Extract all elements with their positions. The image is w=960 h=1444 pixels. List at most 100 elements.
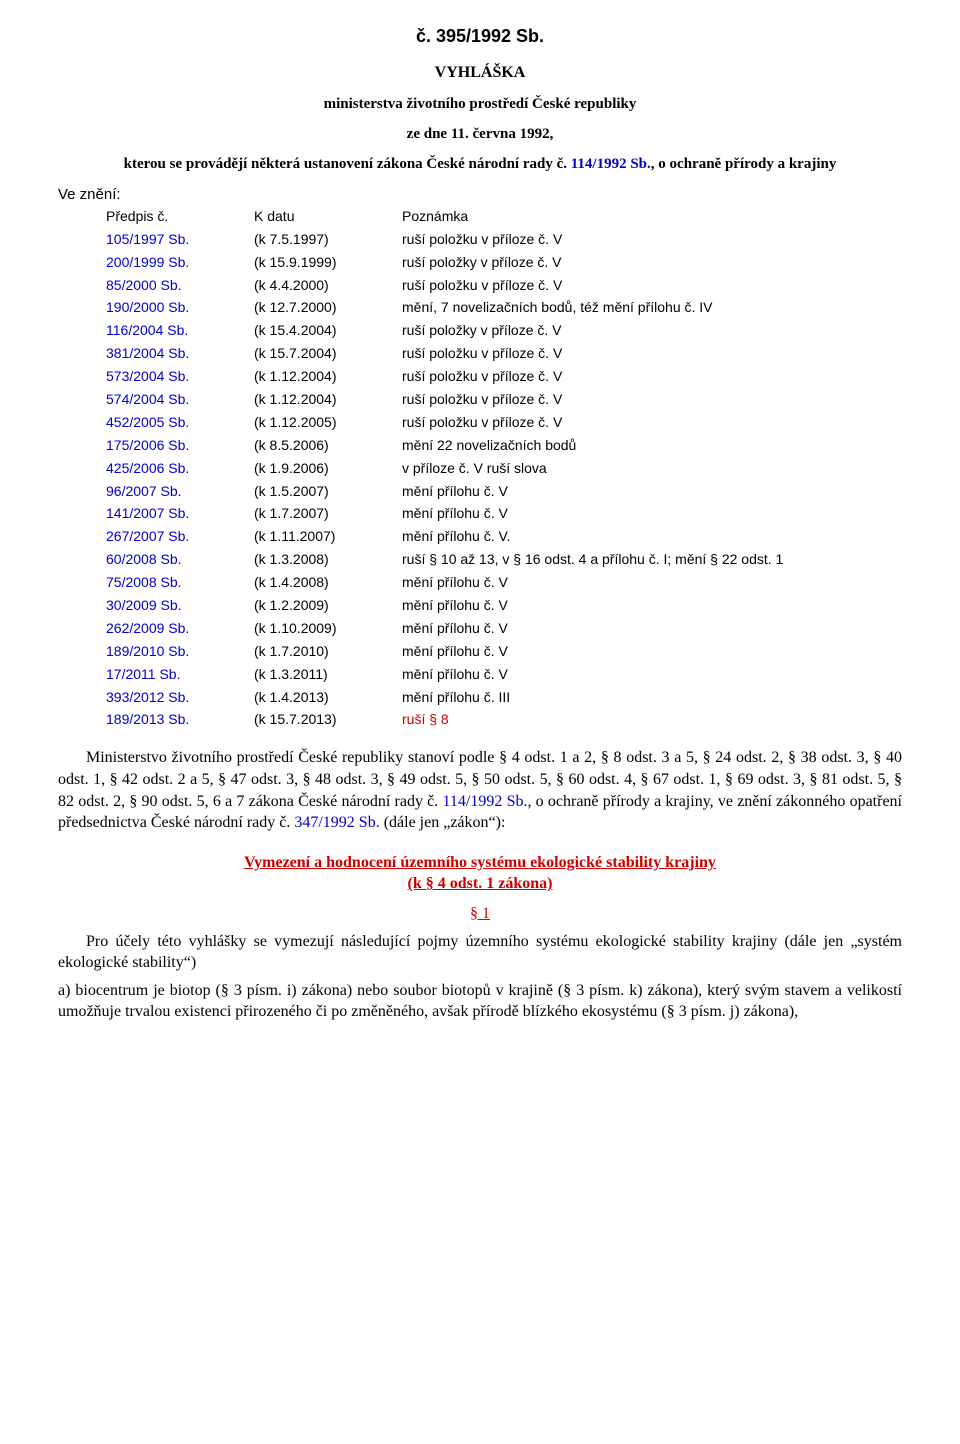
amend-note: mění přílohu č. V bbox=[402, 502, 886, 525]
amend-date: (k 15.7.2004) bbox=[254, 342, 402, 365]
amend-date: (k 1.12.2004) bbox=[254, 365, 402, 388]
table-row: 189/2013 Sb.(k 15.7.2013)ruší § 8 bbox=[106, 708, 886, 731]
document-subtitle: VYHLÁŠKA bbox=[58, 62, 902, 84]
amend-ref: 60/2008 Sb. bbox=[106, 548, 254, 571]
amend-ref-link[interactable]: 141/2007 Sb. bbox=[106, 505, 189, 521]
amend-date: (k 15.4.2004) bbox=[254, 319, 402, 342]
amend-note: ruší položku v příloze č. V bbox=[402, 274, 886, 297]
amend-ref-link[interactable]: 267/2007 Sb. bbox=[106, 528, 189, 544]
amend-ref-link[interactable]: 262/2009 Sb. bbox=[106, 620, 189, 636]
law-ref-link[interactable]: 114/1992 Sb. bbox=[571, 156, 651, 172]
amend-ref-link[interactable]: 574/2004 Sb. bbox=[106, 391, 189, 407]
amend-ref: 393/2012 Sb. bbox=[106, 686, 254, 709]
amendments-table: Předpis č. K datu Poznámka 105/1997 Sb. (… bbox=[106, 205, 886, 731]
amend-note: ruší položku v příloze č. V bbox=[402, 388, 886, 411]
amend-note: ruší položku v příloze č. V bbox=[402, 342, 886, 365]
amend-date: (k 1.5.2007) bbox=[254, 480, 402, 503]
table-row: 30/2009 Sb.(k 1.2.2009)mění přílohu č. V bbox=[106, 594, 886, 617]
purpose-line: kterou se provádějí některá ustanovení z… bbox=[58, 154, 902, 174]
amend-note: ruší položky v příloze č. V bbox=[402, 319, 886, 342]
amend-note: mění přílohu č. V. bbox=[402, 525, 886, 548]
amend-ref: 85/2000 Sb. bbox=[106, 274, 254, 297]
table-row: 381/2004 Sb. (k 15.7.2004)ruší položku v … bbox=[106, 342, 886, 365]
table-row: 452/2005 Sb.(k 1.12.2005)ruší položku v … bbox=[106, 411, 886, 434]
amend-ref-link[interactable]: 116/2004 Sb. bbox=[106, 322, 188, 338]
amend-ref-link[interactable]: 175/2006 Sb. bbox=[106, 437, 189, 453]
amend-date: (k 1.2.2009) bbox=[254, 594, 402, 617]
definition-a: a) biocentrum je biotop (§ 3 písm. i) zá… bbox=[58, 980, 902, 1023]
definitions-lead: Pro účely této vyhlášky se vymezují násl… bbox=[58, 931, 902, 974]
amend-ref: 452/2005 Sb. bbox=[106, 411, 254, 434]
amend-note: ruší položky v příloze č. V bbox=[402, 251, 886, 274]
amend-ref: 573/2004 Sb. bbox=[106, 365, 254, 388]
amend-date: (k 12.7.2000) bbox=[254, 296, 402, 319]
amend-date: (k 1.9.2006) bbox=[254, 457, 402, 480]
paragraph-number: § 1 bbox=[58, 903, 902, 925]
section-heading: Vymezení a hodnocení územního systému ek… bbox=[58, 852, 902, 895]
law-link-1[interactable]: 114/1992 Sb. bbox=[443, 793, 528, 810]
amend-ref: 189/2010 Sb. bbox=[106, 640, 254, 663]
table-row: 85/2000 Sb. (k 4.4.2000)ruší položku v př… bbox=[106, 274, 886, 297]
amend-ref-link[interactable]: 17/2011 Sb. bbox=[106, 666, 180, 682]
amend-date: (k 7.5.1997) bbox=[254, 228, 402, 251]
amend-date: (k 8.5.2006) bbox=[254, 434, 402, 457]
table-row: 75/2008 Sb.(k 1.4.2008)mění přílohu č. V bbox=[106, 571, 886, 594]
amend-ref: 425/2006 Sb. bbox=[106, 457, 254, 480]
law-link-2[interactable]: 347/1992 Sb. bbox=[294, 814, 379, 831]
amend-ref-link[interactable]: 85/2000 Sb. bbox=[106, 277, 182, 293]
amend-note: mění přílohu č. V bbox=[402, 571, 886, 594]
amend-ref-link[interactable]: 393/2012 Sb. bbox=[106, 689, 189, 705]
amend-note: ruší položku v příloze č. V bbox=[402, 411, 886, 434]
amend-date: (k 1.7.2010) bbox=[254, 640, 402, 663]
amend-ref-link[interactable]: 381/2004 Sb. bbox=[106, 345, 189, 361]
amend-ref-link[interactable]: 425/2006 Sb. bbox=[106, 460, 189, 476]
amend-ref: 175/2006 Sb. bbox=[106, 434, 254, 457]
amend-ref-link[interactable]: 105/1997 Sb. bbox=[106, 231, 189, 247]
col-predpis: Předpis č. bbox=[106, 205, 254, 228]
table-row: 105/1997 Sb.(k 7.5.1997)ruší položku v p… bbox=[106, 228, 886, 251]
issuer-line: ministerstva životního prostředí České r… bbox=[58, 94, 902, 114]
table-header-row: Předpis č. K datu Poznámka bbox=[106, 205, 886, 228]
amend-note: mění přílohu č. V bbox=[402, 480, 886, 503]
amend-ref: 267/2007 Sb. bbox=[106, 525, 254, 548]
amend-ref: 96/2007 Sb. bbox=[106, 480, 254, 503]
amend-note: mění přílohu č. V bbox=[402, 663, 886, 686]
table-row: 262/2009 Sb. (k 1.10.2009)mění přílohu č.… bbox=[106, 617, 886, 640]
section-heading-link-1[interactable]: Vymezení a hodnocení územního systému ek… bbox=[244, 854, 716, 871]
amend-ref: 75/2008 Sb. bbox=[106, 571, 254, 594]
document-title: č. 395/1992 Sb. bbox=[58, 24, 902, 48]
amend-ref-link[interactable]: 189/2010 Sb. bbox=[106, 643, 189, 659]
amend-ref: 200/1999 Sb. bbox=[106, 251, 254, 274]
section-heading-link-2[interactable]: (k § 4 odst. 1 zákona) bbox=[408, 875, 553, 892]
table-row: 267/2007 Sb.(k 1.11.2007)mění přílohu č.… bbox=[106, 525, 886, 548]
amend-note: mění přílohu č. V bbox=[402, 640, 886, 663]
amend-date: (k 4.4.2000) bbox=[254, 274, 402, 297]
amend-date: (k 1.12.2004) bbox=[254, 388, 402, 411]
amend-date: (k 15.7.2013) bbox=[254, 708, 402, 731]
amend-ref-link[interactable]: 573/2004 Sb. bbox=[106, 368, 189, 384]
amend-ref-link[interactable]: 189/2013 Sb. bbox=[106, 711, 189, 727]
purpose-suffix: , o ochraně přírody a krajiny bbox=[651, 156, 837, 172]
amend-ref-link[interactable]: 60/2008 Sb. bbox=[106, 551, 182, 567]
amend-note: ruší § 10 až 13, v § 16 odst. 4 a příloh… bbox=[402, 548, 886, 571]
amend-date: (k 1.10.2009) bbox=[254, 617, 402, 640]
enabling-paragraph: Ministerstvo životního prostředí České r… bbox=[58, 747, 902, 833]
date-line: ze dne 11. června 1992, bbox=[58, 124, 902, 144]
amend-date: (k 1.4.2013) bbox=[254, 686, 402, 709]
table-row: 175/2006 Sb.(k 8.5.2006)mění 22 noveliza… bbox=[106, 434, 886, 457]
amend-note: mění přílohu č. V bbox=[402, 617, 886, 640]
purpose-prefix: kterou se provádějí některá ustanovení z… bbox=[124, 156, 571, 172]
table-row: 425/2006 Sb. (k 1.9.2006)v příloze č. V r… bbox=[106, 457, 886, 480]
amend-note: v příloze č. V ruší slova bbox=[402, 457, 886, 480]
amend-ref-link[interactable]: 452/2005 Sb. bbox=[106, 414, 189, 430]
amend-ref-link[interactable]: 30/2009 Sb. bbox=[106, 597, 182, 613]
amend-ref: 141/2007 Sb. bbox=[106, 502, 254, 525]
enabling-text-3: (dále jen „zákon“): bbox=[380, 814, 506, 831]
amend-ref-link[interactable]: 200/1999 Sb. bbox=[106, 254, 189, 270]
amend-note: mění přílohu č. III bbox=[402, 686, 886, 709]
amend-ref-link[interactable]: 75/2008 Sb. bbox=[106, 574, 182, 590]
amend-note: ruší položku v příloze č. V bbox=[402, 365, 886, 388]
amend-ref-link[interactable]: 190/2000 Sb. bbox=[106, 299, 189, 315]
amend-ref-link[interactable]: 96/2007 Sb. bbox=[106, 483, 182, 499]
amend-ref: 105/1997 Sb. bbox=[106, 228, 254, 251]
